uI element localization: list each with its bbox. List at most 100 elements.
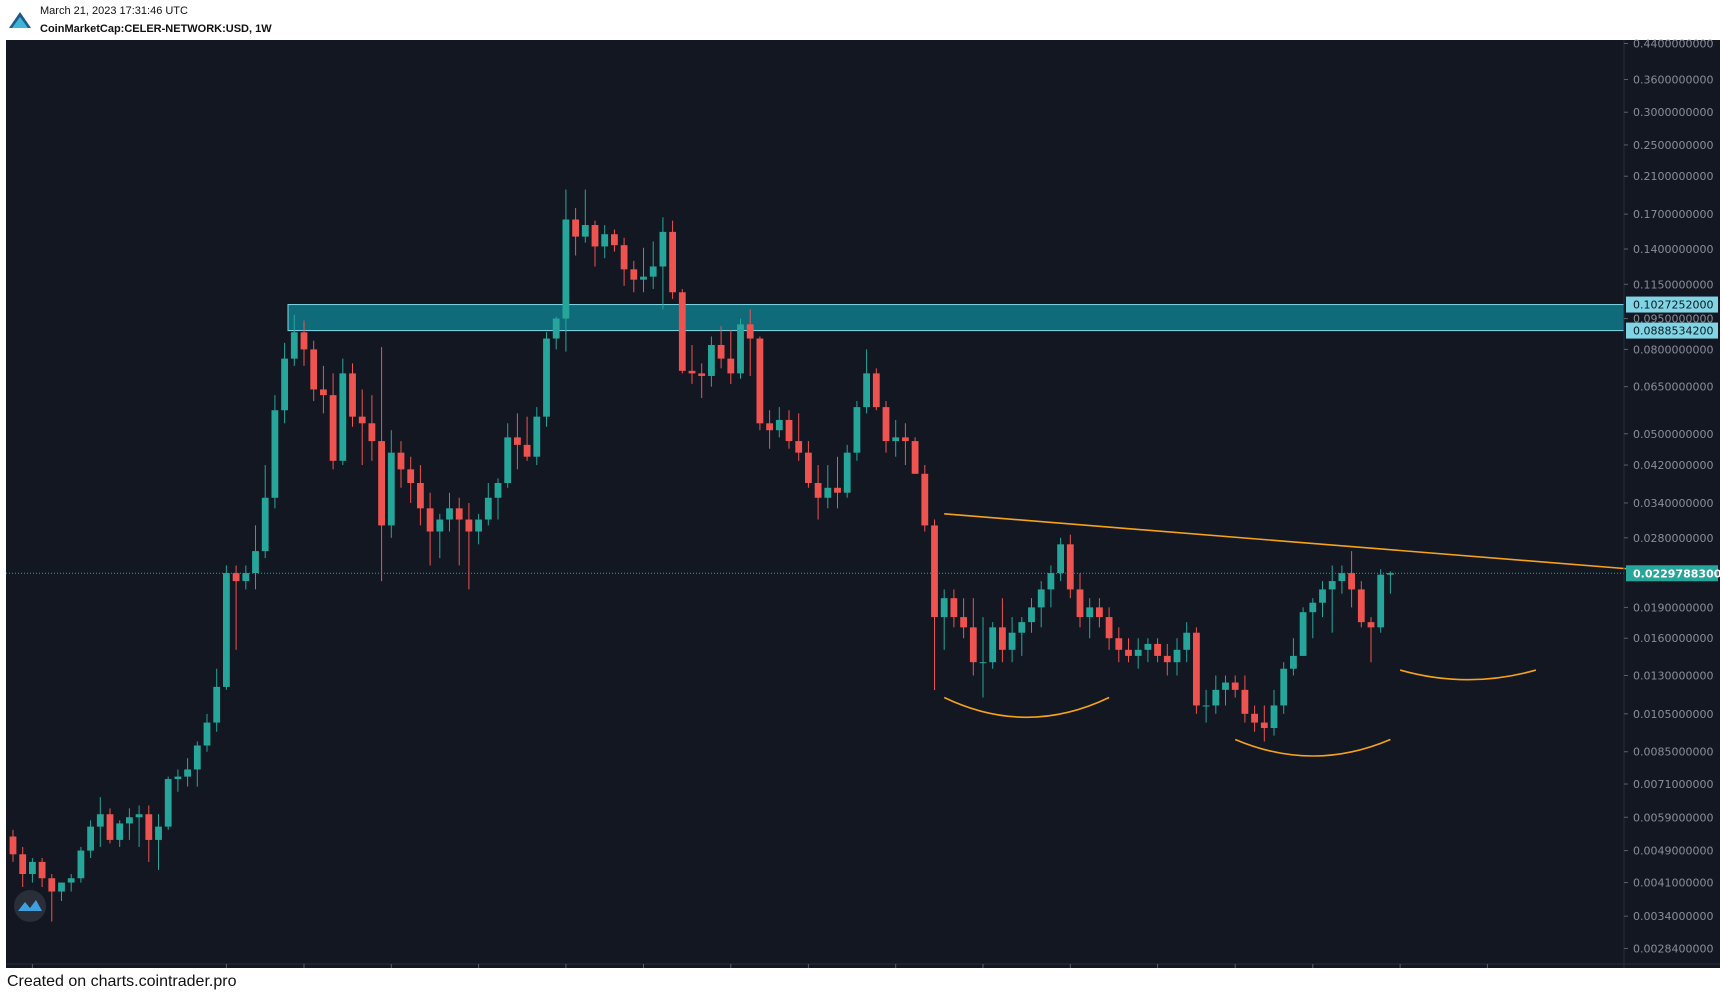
candlestick-chart[interactable]: 0.4400000000 0.3600000000 0.3000000000 0.25… xyxy=(0,38,1722,970)
candle-body xyxy=(29,861,36,875)
candle-body xyxy=(659,231,667,267)
candle-body xyxy=(552,318,560,339)
candle-body xyxy=(300,332,308,350)
candle-body xyxy=(242,573,250,582)
zone-bottom-price-tag-bg xyxy=(1626,322,1718,339)
candle-body xyxy=(223,573,230,687)
candle-body xyxy=(397,452,405,470)
candle-body xyxy=(426,508,434,532)
candle-body xyxy=(1086,607,1094,618)
candle-body xyxy=(824,487,832,498)
candle-body xyxy=(1338,573,1346,582)
y-tick-label: 0.0420000000 xyxy=(1633,459,1713,472)
y-tick-label: 0.0028400000 xyxy=(1633,942,1713,955)
candle-body xyxy=(155,826,162,840)
candle-body xyxy=(630,269,638,280)
candle-body xyxy=(290,332,298,359)
candle-body xyxy=(455,508,463,520)
candle-body xyxy=(1028,607,1035,623)
candle-body xyxy=(77,850,85,879)
candle-body xyxy=(281,358,288,411)
candle-body xyxy=(950,598,958,618)
y-tick-label: 0.0041000000 xyxy=(1633,877,1713,890)
candle-body xyxy=(368,423,376,442)
candle-body xyxy=(746,324,754,339)
candle-body xyxy=(969,627,977,663)
candle-body xyxy=(126,817,133,824)
candle-body xyxy=(543,338,550,417)
y-tick-label: 0.0105000000 xyxy=(1633,708,1713,721)
footer-credit: Created on charts.cointrader.pro xyxy=(7,973,237,990)
candle-body xyxy=(921,473,929,526)
candle-body xyxy=(87,826,94,851)
candle-body xyxy=(378,441,385,526)
candle-body xyxy=(116,823,124,840)
candle-body xyxy=(213,686,221,723)
candle-body xyxy=(514,437,521,445)
y-tick-label: 0.4400000000 xyxy=(1633,38,1713,51)
candle-body xyxy=(581,225,589,237)
chart-symbol: CoinMarketCap:CELER-NETWORK:USD, 1W xyxy=(40,23,272,35)
candle-body xyxy=(902,437,909,442)
candle-body xyxy=(1260,722,1268,729)
candle-body xyxy=(1037,589,1045,608)
candle-body xyxy=(349,373,356,417)
y-tick-label: 0.2500000000 xyxy=(1633,139,1713,152)
tradingview-logo-icon[interactable] xyxy=(14,890,46,922)
candle-body xyxy=(911,441,919,474)
candle-body xyxy=(1057,544,1064,574)
candle-body xyxy=(717,344,725,359)
candle-body xyxy=(339,373,347,461)
candle-body xyxy=(1290,655,1297,669)
candle-body xyxy=(572,219,579,237)
candle-body xyxy=(203,722,211,746)
candle-body xyxy=(252,551,259,574)
candle-body xyxy=(785,419,793,442)
candle-body xyxy=(387,452,395,526)
candle-body xyxy=(678,292,686,371)
y-tick-label: 0.0650000000 xyxy=(1633,381,1713,394)
candle-body xyxy=(708,344,715,376)
candle-body xyxy=(1357,589,1365,623)
candle-body xyxy=(698,373,706,376)
candle-body xyxy=(882,407,890,442)
candle-body xyxy=(1047,573,1055,590)
candle-body xyxy=(184,769,191,777)
candle-body xyxy=(1076,589,1084,618)
candle-body xyxy=(640,276,647,280)
y-tick-label: 0.1400000000 xyxy=(1633,243,1713,256)
y-tick-label: 0.0071000000 xyxy=(1633,778,1713,791)
candle-body xyxy=(1328,581,1336,590)
candle-body xyxy=(58,882,65,892)
candle-body xyxy=(1319,589,1326,603)
candle-body xyxy=(591,225,599,247)
candle-body xyxy=(1173,649,1181,663)
zone-top-price-tag-bg xyxy=(1626,296,1718,313)
candle-body xyxy=(1202,705,1210,707)
candle-body xyxy=(1387,573,1394,575)
candle-body xyxy=(320,389,327,396)
candle-body xyxy=(688,370,696,374)
candle-body xyxy=(436,519,444,532)
y-tick-label: 0.0190000000 xyxy=(1633,601,1713,614)
candle-body xyxy=(1222,682,1229,690)
candle-body xyxy=(135,814,143,818)
zone-top-price-tag: 0.1027252000 xyxy=(1633,299,1713,312)
candle-body xyxy=(1105,617,1113,639)
candle-body xyxy=(1241,689,1249,714)
candle-body xyxy=(67,878,75,883)
candle-body xyxy=(611,234,618,246)
candle-body xyxy=(872,373,880,408)
y-tick-label: 0.1700000000 xyxy=(1633,208,1713,221)
candle-body xyxy=(1154,643,1161,656)
trendline xyxy=(944,513,1663,573)
y-tick-label: 0.0340000000 xyxy=(1633,497,1713,510)
candle-body xyxy=(940,598,948,618)
candle-body xyxy=(1348,573,1355,590)
curve-annotation xyxy=(943,696,1110,719)
candle-body xyxy=(1018,622,1026,633)
candle-body xyxy=(727,358,735,374)
y-tick-label: 0.3000000000 xyxy=(1633,106,1713,119)
candle-body xyxy=(1183,632,1191,650)
candle-body xyxy=(814,483,822,498)
